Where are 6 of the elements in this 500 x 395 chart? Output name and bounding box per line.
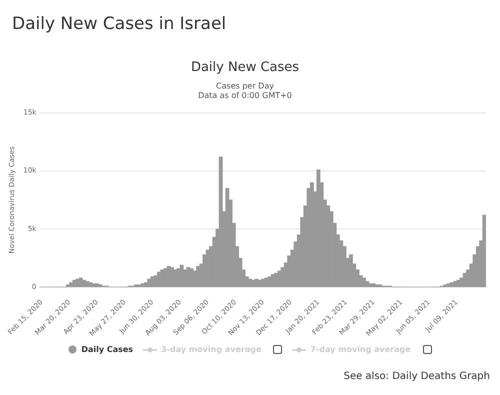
text: Daily New Cases in Israel — [12, 14, 226, 34]
chart-title: Daily New Cases — [190, 60, 300, 76]
chart-subtitle: Cases per Day — [216, 81, 274, 90]
text: See also: Daily Deaths Graph — [344, 371, 490, 382]
text: Data as of 0:00 GMT+0 — [198, 91, 292, 100]
legend-label: Daily Cases — [81, 345, 134, 354]
